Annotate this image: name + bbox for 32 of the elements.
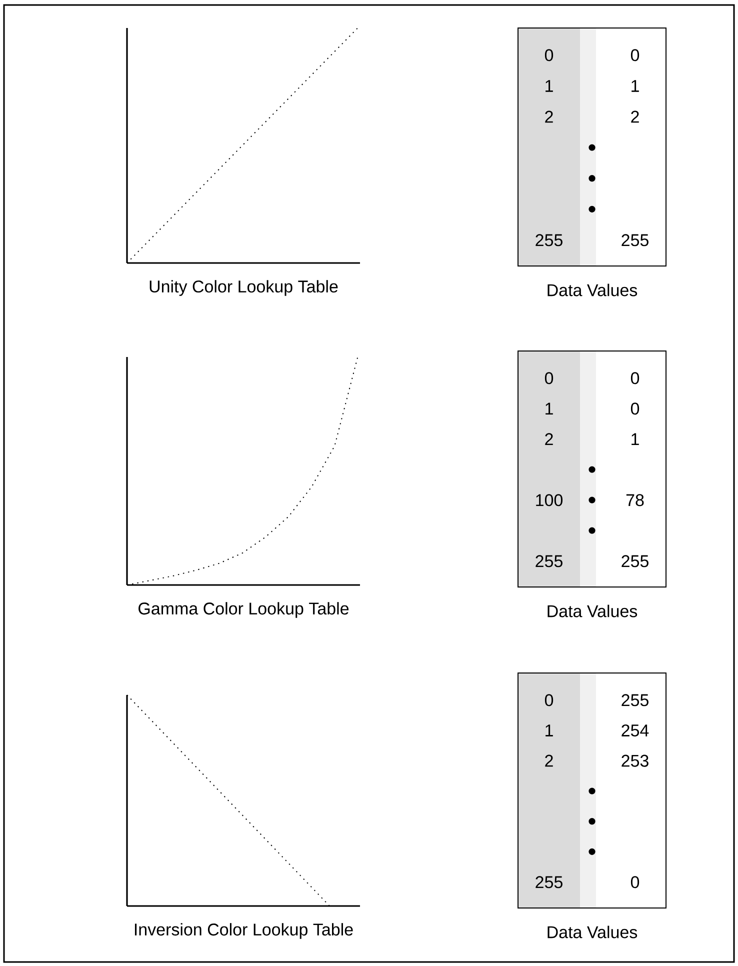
category-label: 1 bbox=[546, 80, 553, 92]
text: 254 bbox=[622, 724, 649, 736]
text: 255 bbox=[622, 694, 648, 706]
text: 78 bbox=[626, 494, 644, 506]
text: Data Values bbox=[548, 604, 638, 618]
x-axis-title: Gamma Color Lookup Table bbox=[138, 602, 349, 618]
category-label: 1 bbox=[546, 402, 553, 414]
category-label: 2 bbox=[545, 110, 553, 123]
text: 1 bbox=[632, 80, 639, 92]
text: Data Values bbox=[548, 926, 638, 938]
category-label: 2 bbox=[545, 754, 553, 767]
text: 253 bbox=[622, 754, 648, 767]
x-axis-title: Unity Color Lookup Table bbox=[150, 280, 338, 296]
category-label: 2 bbox=[545, 433, 553, 445]
text: Data Values bbox=[548, 284, 638, 296]
category-label: 1 bbox=[546, 724, 553, 736]
category-label: 255 bbox=[536, 876, 562, 888]
text: 1 bbox=[632, 433, 639, 445]
category-label: 100 bbox=[536, 494, 563, 506]
category-label: 255 bbox=[536, 234, 562, 246]
text: 0 bbox=[630, 402, 640, 415]
text: 255 bbox=[622, 555, 648, 568]
text: 255 bbox=[622, 234, 648, 246]
category-label: 0 bbox=[544, 372, 554, 384]
text: 0 bbox=[630, 876, 640, 888]
text: 2 bbox=[631, 110, 639, 123]
category-label: 255 bbox=[536, 555, 562, 568]
category-label: 0 bbox=[544, 694, 554, 706]
x-axis-title: Inversion Color Lookup Table bbox=[134, 923, 353, 939]
text: 0 bbox=[630, 372, 640, 384]
category-label: 0 bbox=[544, 49, 554, 62]
text: 0 bbox=[630, 49, 640, 62]
